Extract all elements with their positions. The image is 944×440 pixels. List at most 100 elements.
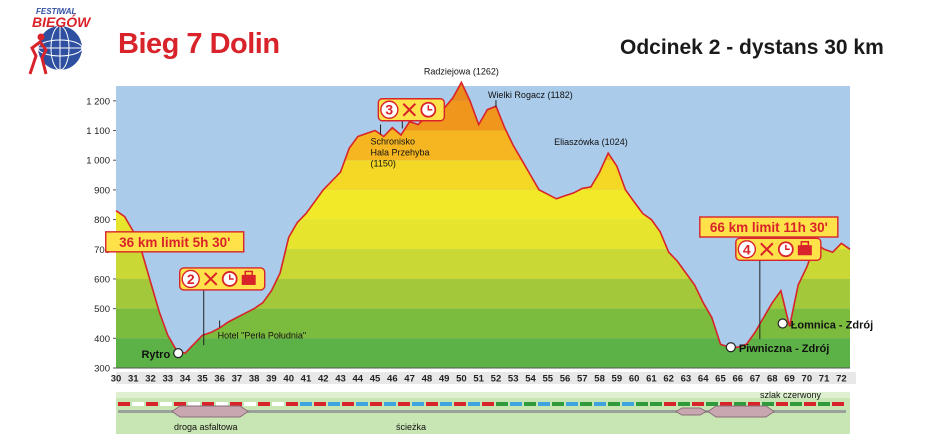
- trail-dash: [356, 402, 368, 406]
- location-marker: [725, 342, 736, 353]
- trail-dash: [748, 402, 760, 406]
- trail-dash: [188, 402, 200, 406]
- trail-dash: [426, 402, 438, 406]
- bag-icon: [241, 270, 256, 285]
- limit-box: [699, 216, 839, 238]
- x-tick-label: 52: [491, 374, 502, 385]
- limit-box: [105, 231, 245, 253]
- limit-label: 36 km limit 5h 30': [119, 235, 230, 250]
- trail-dash: [216, 402, 228, 406]
- runner-icon: [28, 39, 48, 75]
- shelter-label: (1150): [371, 159, 396, 169]
- trail-dash: [538, 402, 550, 406]
- x-tick-label: 61: [646, 374, 657, 385]
- x-tick-label: 72: [836, 374, 847, 385]
- x-tick-label: 67: [750, 374, 761, 385]
- trail-dash: [202, 402, 214, 406]
- trail-dash: [230, 402, 242, 406]
- x-tick-label: 54: [525, 374, 536, 385]
- trail-dash: [790, 402, 802, 406]
- trail-dash: [720, 402, 732, 406]
- x-tick-label: 39: [266, 374, 277, 385]
- x-tick-label: 66: [732, 374, 743, 385]
- x-tick-label: 49: [439, 374, 450, 385]
- legend-top-stripe: [116, 392, 850, 398]
- trail-dash: [706, 402, 718, 406]
- checkpoint-number: 4: [743, 241, 751, 257]
- clock-icon: [420, 101, 437, 118]
- x-tick-label: 36: [214, 374, 225, 385]
- trail-dash: [244, 402, 256, 406]
- x-tick-label: 65: [715, 374, 726, 385]
- x-axis-strip: [116, 372, 856, 384]
- trail-dash: [174, 402, 186, 406]
- cutlery-icon: [204, 272, 218, 286]
- x-tick-label: 30: [111, 374, 122, 385]
- trail-dash: [468, 402, 480, 406]
- x-tick-label: 59: [612, 374, 623, 385]
- trail-dash: [832, 402, 844, 406]
- point-label: Piwniczna - Zdrój: [739, 343, 829, 355]
- x-axis: 30 31 32 33 34 35 36 37 38 39 40 41 42 43 44 45 46 47 48 49…: [111, 372, 856, 385]
- y-axis: 300 400 500 600 700 800 900 1 000 1 100 1 200: [86, 96, 116, 375]
- trail-dash: [482, 402, 494, 406]
- shelter-label: Schronisko: [371, 137, 416, 147]
- clock-icon: [777, 241, 794, 258]
- checkpoint-number: 3: [385, 102, 393, 118]
- checkpoint-number: 2: [187, 271, 195, 287]
- road-segment: [707, 405, 775, 418]
- trail-dash: [608, 402, 620, 406]
- trail-dash: [636, 402, 648, 406]
- y-tick-label: 1 100: [86, 126, 110, 137]
- trail-dash: [804, 402, 816, 406]
- trail-dash: [650, 402, 662, 406]
- x-tick-label: 43: [335, 374, 346, 385]
- trail-dash: [160, 402, 172, 406]
- page-subtitle: Odcinek 2 - dystans 30 km: [620, 36, 884, 59]
- x-tick-label: 42: [318, 374, 329, 385]
- checkpoint-badge: [380, 100, 399, 119]
- trail-dash: [678, 402, 690, 406]
- trail-legend: szlak czerwony droga asfaltowa ścieżka: [116, 390, 850, 434]
- x-tick-label: 37: [232, 374, 243, 385]
- trail-dash: [818, 402, 830, 406]
- y-tick-label: 400: [94, 334, 110, 345]
- y-tick-label: 300: [94, 364, 110, 375]
- y-tick-label: 1 200: [86, 96, 110, 107]
- x-tick-label: 53: [508, 374, 519, 385]
- trail-dash: [132, 402, 144, 406]
- time-limits: 36 km limit 5h 30' 66 km limit 11h 30': [105, 216, 839, 253]
- trail-dash: [146, 402, 158, 406]
- checkpoint-badge: [181, 269, 200, 289]
- x-tick-label: 32: [145, 374, 156, 385]
- location-marker: [777, 318, 788, 329]
- trail-dash: [566, 402, 578, 406]
- checkpoint-badge: [737, 240, 757, 259]
- x-tick-label: 68: [767, 374, 778, 385]
- trail-dash: [286, 402, 298, 406]
- trail-dash: [692, 402, 704, 406]
- cutlery-icon: [402, 103, 417, 117]
- x-tick-label: 34: [180, 374, 191, 385]
- x-tick-label: 38: [249, 374, 260, 385]
- x-tick-label: 48: [422, 374, 433, 385]
- x-tick-label: 47: [404, 374, 415, 385]
- x-tick-label: 58: [594, 374, 605, 385]
- trail-dash: [118, 402, 130, 406]
- point-label: Radziejowa (1262): [424, 66, 499, 76]
- x-tick-label: 71: [819, 374, 830, 385]
- y-tick-label: 800: [94, 215, 110, 226]
- trail-dash: [664, 402, 676, 406]
- x-tick-label: 55: [542, 374, 553, 385]
- trail-dash: [594, 402, 606, 406]
- x-tick-label: 51: [473, 374, 484, 385]
- y-tick-label: 500: [94, 304, 110, 315]
- checkpoints: 2 3 4: [179, 98, 822, 346]
- trail-dash: [314, 402, 326, 406]
- location-marker: [173, 348, 184, 359]
- trail-dash: [496, 402, 508, 406]
- trail-dash: [622, 402, 634, 406]
- annotations: Rytro Hotel "Perła Południa" Radziejowa (1…: [141, 66, 873, 361]
- x-tick-label: 62: [663, 374, 674, 385]
